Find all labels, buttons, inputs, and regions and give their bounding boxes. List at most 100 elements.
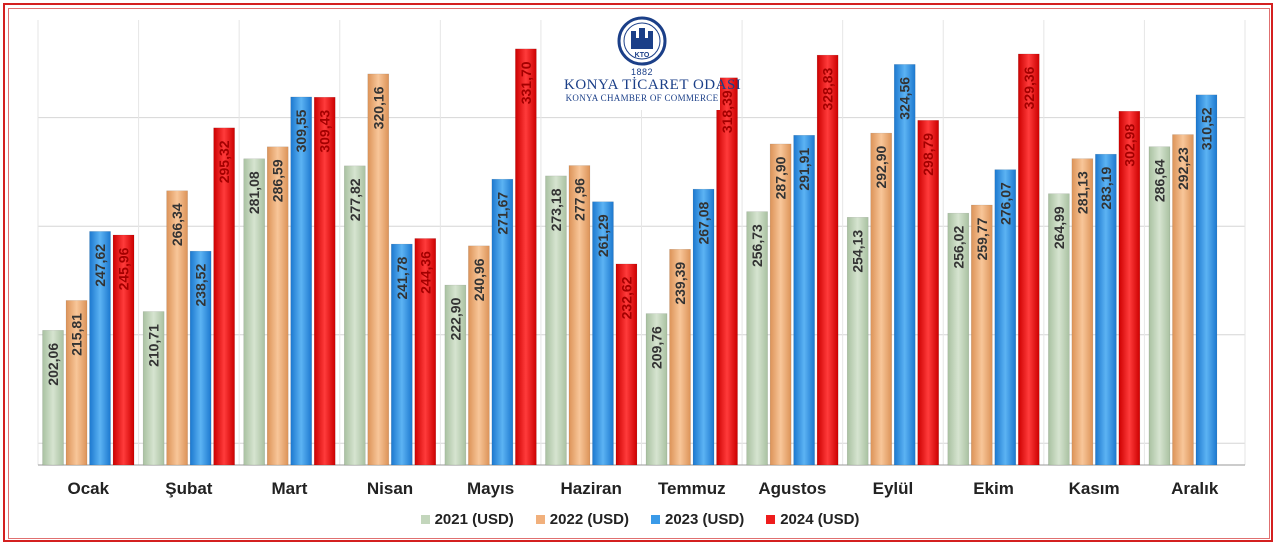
data-label-2023-11: 310,52 bbox=[1198, 107, 1214, 150]
bars-layer bbox=[42, 48, 1218, 466]
chart-inner-border bbox=[8, 8, 1270, 539]
logo-founded-year: 1882 bbox=[630, 67, 654, 77]
bar-2022-11 bbox=[1172, 134, 1194, 466]
data-label-2021-3: 277,82 bbox=[347, 178, 363, 221]
data-label-2022-9: 259,77 bbox=[974, 217, 990, 260]
bar-2023-1 bbox=[189, 250, 212, 466]
data-label-2024-7: 328,83 bbox=[820, 67, 836, 110]
legend-swatch-2021 bbox=[420, 515, 430, 524]
data-label-2024-9: 329,36 bbox=[1021, 66, 1037, 109]
data-label-2021-1: 210,71 bbox=[146, 324, 162, 367]
bar-2021-9 bbox=[947, 212, 970, 466]
bar-2023-10 bbox=[1095, 153, 1117, 466]
data-label-2024-1: 295,32 bbox=[216, 140, 232, 183]
data-label-2022-10: 281,13 bbox=[1074, 171, 1090, 214]
bar-2024-6 bbox=[716, 77, 738, 466]
data-label-2024-3: 244,36 bbox=[417, 251, 433, 294]
kto-emblem-icon: KTO bbox=[617, 16, 667, 66]
data-label-2022-6: 239,39 bbox=[672, 262, 688, 305]
data-label-2021-6: 209,76 bbox=[649, 326, 665, 369]
bar-2022-4 bbox=[468, 245, 490, 466]
data-label-2022-4: 240,96 bbox=[471, 258, 487, 301]
x-tick-label: Aralık bbox=[1171, 479, 1219, 498]
data-label-2022-2: 286,59 bbox=[270, 159, 286, 202]
bar-2022-6 bbox=[669, 249, 691, 466]
bar-2021-0 bbox=[42, 330, 64, 466]
bar-2024-5 bbox=[615, 263, 638, 466]
bar-2024-4 bbox=[515, 48, 537, 466]
x-tick-label: Ocak bbox=[67, 479, 109, 498]
data-label-2024-2: 309,43 bbox=[317, 110, 333, 153]
legend-swatch-2024 bbox=[766, 515, 776, 524]
data-label-2022-7: 287,90 bbox=[773, 156, 789, 199]
x-tick-label: Nisan bbox=[367, 479, 413, 498]
x-tick-label: Mayıs bbox=[467, 479, 514, 498]
chart-border bbox=[3, 3, 1273, 542]
data-label-2023-3: 241,78 bbox=[394, 256, 410, 299]
data-label-2022-3: 320,16 bbox=[370, 86, 386, 129]
data-label-2023-8: 324,56 bbox=[897, 77, 913, 120]
bar-2021-2 bbox=[243, 158, 265, 466]
bar-2021-3 bbox=[344, 165, 366, 466]
bar-2024-8 bbox=[917, 120, 939, 466]
bar-2024-2 bbox=[313, 96, 336, 466]
logo-name-en: KONYA CHAMBER OF COMMERCE bbox=[565, 93, 719, 103]
bar-2021-4 bbox=[444, 284, 467, 466]
bar-2022-3 bbox=[367, 73, 390, 466]
bar-2021-7 bbox=[746, 211, 768, 466]
bar-2023-11 bbox=[1195, 94, 1218, 466]
data-label-2022-11: 292,23 bbox=[1175, 147, 1191, 190]
legend-item-2022: 2022 (USD) bbox=[535, 511, 629, 528]
bar-2024-10 bbox=[1118, 110, 1141, 466]
legend: 2021 (USD) 2022 (USD) 2023 (USD) 2024 (U… bbox=[0, 511, 1280, 528]
x-tick-label: Haziran bbox=[560, 479, 621, 498]
value-labels-layer: 202,06 215,81 247,62 245,96 210,71 266,34 238,… bbox=[45, 61, 1214, 385]
data-label-2023-6: 267,08 bbox=[696, 202, 712, 245]
bar-2023-9 bbox=[994, 169, 1017, 466]
bar-2021-10 bbox=[1048, 193, 1070, 466]
data-label-2024-10: 302,98 bbox=[1121, 124, 1137, 167]
legend-item-2021: 2021 (USD) bbox=[420, 511, 514, 528]
bar-2022-0 bbox=[65, 300, 88, 466]
data-label-2023-2: 309,55 bbox=[293, 109, 309, 152]
data-label-2022-1: 266,34 bbox=[169, 203, 185, 246]
legend-label-2023: 2023 (USD) bbox=[665, 511, 745, 528]
data-label-2024-4: 331,70 bbox=[518, 61, 534, 104]
bar-2023-0 bbox=[89, 231, 111, 466]
legend-item-2023: 2023 (USD) bbox=[651, 511, 744, 528]
legend-label-2022: 2022 (USD) bbox=[549, 511, 629, 528]
data-label-2024-5: 232,62 bbox=[618, 276, 634, 319]
bar-2023-8 bbox=[893, 64, 916, 466]
bar-2023-6 bbox=[692, 188, 715, 466]
data-label-2021-9: 256,02 bbox=[950, 226, 966, 269]
x-tick-label: Eylül bbox=[873, 479, 914, 498]
bar-2021-8 bbox=[846, 217, 869, 466]
data-label-2024-8: 298,79 bbox=[920, 133, 936, 176]
data-label-2024-6: 318,39 bbox=[719, 90, 735, 133]
data-label-2022-0: 215,81 bbox=[69, 313, 85, 356]
data-label-2021-11: 286,64 bbox=[1151, 159, 1167, 202]
bar-2021-6 bbox=[645, 313, 668, 466]
legend-item-2024: 2024 (USD) bbox=[766, 511, 859, 528]
data-label-2022-5: 277,96 bbox=[571, 178, 587, 221]
data-label-2023-10: 283,19 bbox=[1098, 167, 1114, 210]
data-label-2022-8: 292,90 bbox=[873, 145, 889, 188]
data-label-2023-7: 291,91 bbox=[796, 148, 812, 191]
bar-2022-10 bbox=[1071, 158, 1094, 466]
data-label-2021-7: 256,73 bbox=[749, 224, 765, 267]
x-tick-label: Mart bbox=[272, 479, 308, 498]
legend-swatch-2023 bbox=[651, 515, 660, 524]
x-tick-label: Temmuz bbox=[658, 479, 726, 498]
x-axis-labels: Ocak Şubat Mart Nisan Mayıs Haziran Temmuz Agus… bbox=[67, 479, 1218, 498]
bar-2024-9 bbox=[1018, 53, 1040, 466]
data-label-2021-2: 281,08 bbox=[246, 171, 262, 214]
data-label-2023-5: 261,29 bbox=[595, 214, 611, 257]
data-label-2021-8: 254,13 bbox=[850, 230, 866, 273]
data-label-2021-10: 264,99 bbox=[1051, 206, 1067, 249]
gridlines bbox=[37, 20, 1246, 466]
data-label-2023-4: 271,67 bbox=[494, 192, 510, 235]
data-label-2021-5: 273,18 bbox=[548, 188, 564, 231]
logo-name-tr: KONYA TİCARET ODASI bbox=[564, 77, 742, 93]
data-label-2023-9: 276,07 bbox=[997, 182, 1013, 225]
